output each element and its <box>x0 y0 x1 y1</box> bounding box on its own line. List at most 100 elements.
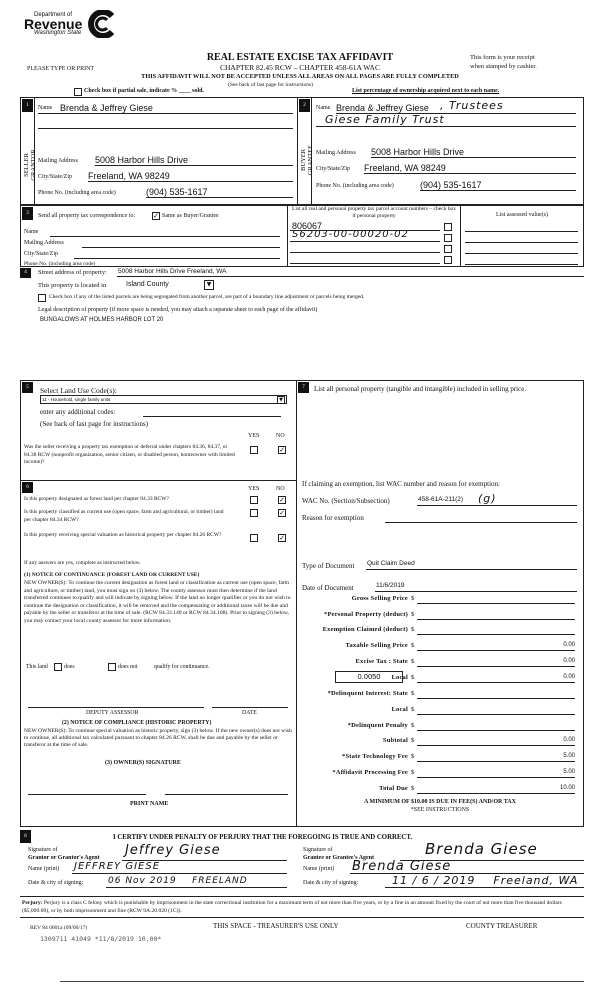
owner-signature-field[interactable] <box>28 794 146 795</box>
wac-field[interactable]: 458-61A-211(2) <box>418 496 464 503</box>
amount-field[interactable]: 0.00 <box>417 658 575 667</box>
dollar-sign: $ <box>411 642 415 649</box>
seller-mail-field[interactable]: 5008 Harbor Hills Drive <box>95 155 189 165</box>
seller-name-field[interactable]: Brenda & Jeffrey Giese <box>60 103 153 113</box>
wac-handwritten: (g) <box>478 492 497 505</box>
amount-field[interactable] <box>417 595 575 604</box>
legal-desc-field[interactable]: BUNGALOWS AT HOLMES HARBOR LOT 20 <box>40 317 164 323</box>
dor-logo-icon <box>88 10 115 38</box>
doc-type-field[interactable]: Quit Claim Deed <box>367 560 415 567</box>
certify-text: I CERTIFY UNDER PENALTY OF PERJURY THAT … <box>113 834 413 841</box>
grantor-name-field[interactable]: JEFFREY GIESE <box>74 861 161 872</box>
buyer-mail-field[interactable]: 5008 Harbor Hills Drive <box>371 147 465 157</box>
does-not-checkbox[interactable] <box>108 663 116 671</box>
reason-field[interactable] <box>385 522 577 523</box>
legal-desc-label: Legal description of property (if more s… <box>38 307 318 313</box>
partial-sale-checkbox[interactable] <box>74 88 82 96</box>
s6-q3-yes-checkbox[interactable] <box>250 534 258 542</box>
amount-field[interactable] <box>417 611 575 620</box>
wac-label: WAC No. (Section/Subsection) <box>302 497 390 505</box>
dollar-sign: $ <box>411 769 415 776</box>
amount-label: Subtotal <box>382 737 408 744</box>
corr-city-label: City/State/Zip <box>24 251 58 257</box>
amount-field[interactable]: 5.00 <box>417 753 575 762</box>
parcel-2-personal-checkbox[interactable] <box>444 234 452 242</box>
parcel-3-personal-checkbox[interactable] <box>444 245 452 253</box>
grantee-sig-label: Signature of Grantee or Grantee's Agent <box>303 846 374 862</box>
assessed-value-2[interactable] <box>465 242 578 243</box>
grantee-sig-of: Signature of <box>303 847 333 853</box>
s6-q3-no-checkbox[interactable]: ✓ <box>278 534 286 542</box>
assessed-value-1[interactable] <box>465 231 578 232</box>
amount-field[interactable]: 0.00 <box>417 737 575 746</box>
see-back-note: (See back of last page for instructions) <box>228 82 313 88</box>
additional-codes-field[interactable] <box>143 416 281 417</box>
amount-field[interactable] <box>417 690 575 699</box>
assessed-value-3[interactable] <box>465 253 578 254</box>
grantee-signature[interactable]: Brenda Giese <box>425 840 538 858</box>
dollar-sign: $ <box>411 785 415 792</box>
parcel-1[interactable]: 806067 <box>292 221 323 231</box>
amount-label: Excise Tax : State <box>355 658 408 665</box>
buyer-phone-field[interactable]: (904) 535-1617 <box>420 180 482 190</box>
amount-field[interactable]: 0.00 <box>417 642 575 651</box>
amount-field[interactable] <box>417 626 575 635</box>
if-yes-note: If any answers are yes, complete as inst… <box>24 560 141 566</box>
perjury-label: Perjury: <box>22 900 43 906</box>
assessor-date-field[interactable] <box>212 707 288 708</box>
seller-label-2: GRANTOR <box>30 149 37 181</box>
personal-property-label: List all personal property (tangible and… <box>314 385 527 393</box>
s6-q1-yes-checkbox[interactable] <box>250 496 258 504</box>
see-instructions: *SEE INSTRUCTIONS <box>410 807 470 813</box>
s6-q1-no-checkbox[interactable]: ✓ <box>278 496 286 504</box>
assessed-value-4[interactable] <box>465 264 578 265</box>
county-select[interactable]: Island County <box>126 281 169 288</box>
amount-field[interactable]: 10.00 <box>417 785 575 794</box>
section-3-number: 3 <box>22 207 33 220</box>
parcel-4-personal-checkbox[interactable] <box>444 256 452 264</box>
grantee-agent-label: Grantee or Grantee's Agent <box>303 855 375 861</box>
s5-q1-yes-checkbox[interactable] <box>250 446 258 454</box>
amount-field[interactable] <box>417 722 575 731</box>
local-rate-field[interactable]: 0.0050 <box>335 671 403 683</box>
dollar-sign: $ <box>411 753 415 760</box>
street-field[interactable]: 5008 Harbor Hills Drive Freeland, WA <box>118 268 227 275</box>
grantor-signature[interactable]: Jeffrey Giese <box>125 843 221 858</box>
amount-field[interactable] <box>417 706 575 715</box>
seller-city-field[interactable]: Freeland, WA 98249 <box>88 171 170 181</box>
parcel-1-personal-checkbox[interactable] <box>444 223 452 231</box>
amount-label: *Affidavit Processing Fee <box>332 769 408 776</box>
this-land-label: This land <box>26 664 48 670</box>
grantee-name-field[interactable]: Brenda Giese <box>352 859 452 874</box>
does-checkbox[interactable] <box>54 663 62 671</box>
land-use-see-back: (See back of last page for instructions) <box>40 420 149 428</box>
land-use-dropdown-icon[interactable]: ▼ <box>277 396 285 404</box>
segregated-checkbox[interactable] <box>38 294 46 302</box>
s5-q1-no-checkbox[interactable]: ✓ <box>278 446 286 454</box>
buyer-city-field[interactable]: Freeland, WA 98249 <box>364 163 446 173</box>
grantor-date-field[interactable]: 06 Nov 2019 FREELAND <box>108 876 248 886</box>
amount-field[interactable]: 0.00 <box>417 674 575 683</box>
doc-date-field[interactable]: 11/6/2019 <box>376 582 405 589</box>
amount-label: *State Technology Fee <box>342 753 408 760</box>
chapter-text: CHAPTER 82.45 RCW – CHAPTER 458-61A WAC <box>220 63 380 72</box>
buyer-label: BUYER GRANTEE <box>300 140 314 180</box>
ownership-note: List percentage of ownership acquired ne… <box>352 88 500 94</box>
county-dropdown-icon[interactable]: ▼ <box>204 280 214 290</box>
doc-date-label: Date of Document <box>302 584 354 592</box>
s6-no-header: NO <box>276 486 285 492</box>
s6-q2-no-checkbox[interactable]: ✓ <box>278 509 286 517</box>
amount-field[interactable]: 5.00 <box>417 769 575 778</box>
seller-phone-field[interactable]: (904) 535-1617 <box>146 187 208 197</box>
deputy-assessor-signature[interactable] <box>28 707 204 708</box>
s6-q2-yes-checkbox[interactable] <box>250 509 258 517</box>
same-as-buyer-checkbox[interactable]: ✓ <box>152 212 160 220</box>
parcel-2[interactable]: S6203-00-00020-02 <box>292 229 409 240</box>
seller-phone-label: Phone No. (including area code) <box>38 190 116 196</box>
land-use-select[interactable]: 11 - Household, single family units <box>40 395 287 404</box>
buyer-name-field[interactable]: Brenda & Jeffrey Giese <box>336 103 429 113</box>
dollar-sign: $ <box>411 674 415 681</box>
grantee-date-field[interactable]: 11 / 6 / 2019 Freeland, WA <box>392 874 579 887</box>
owner-print-name-field[interactable] <box>165 794 288 795</box>
amount-label: *Personal Property (deduct) <box>324 611 408 618</box>
